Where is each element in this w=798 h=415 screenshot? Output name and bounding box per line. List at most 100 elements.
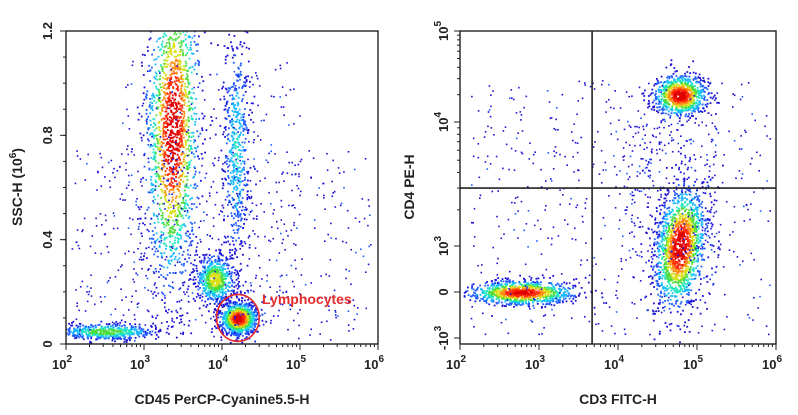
- event-dot: [291, 162, 293, 164]
- event-dot: [178, 67, 180, 69]
- event-dot: [181, 91, 183, 93]
- event-dot: [119, 166, 121, 168]
- event-dot: [221, 287, 223, 289]
- event-dot: [286, 274, 288, 276]
- event-dot: [225, 127, 227, 129]
- event-dot: [215, 134, 217, 136]
- event-dot: [229, 165, 231, 167]
- event-dot: [162, 135, 164, 137]
- event-dot: [148, 191, 150, 193]
- event-dot: [234, 205, 236, 207]
- event-dot: [317, 194, 319, 196]
- event-dot: [142, 54, 144, 56]
- event-dot: [97, 172, 99, 174]
- event-dot: [233, 310, 235, 312]
- event-dot: [208, 310, 210, 312]
- event-dot: [241, 156, 243, 158]
- event-dot: [167, 60, 169, 62]
- event-dot: [124, 199, 126, 201]
- event-dot: [175, 40, 177, 42]
- event-dot: [329, 275, 331, 277]
- event-dot: [184, 294, 186, 296]
- event-dot: [191, 230, 193, 232]
- event-dot: [227, 204, 229, 206]
- event-dot: [175, 197, 177, 199]
- event-dot: [141, 65, 143, 67]
- event-dot: [70, 325, 72, 327]
- event-dot: [236, 225, 238, 227]
- event-dot: [279, 96, 281, 98]
- event-dot: [252, 202, 254, 204]
- event-dot: [175, 213, 177, 215]
- event-dot: [247, 173, 249, 175]
- event-dot: [239, 44, 241, 46]
- event-dot: [261, 309, 263, 311]
- event-dot: [220, 324, 222, 326]
- event-dot: [143, 74, 145, 76]
- event-dot: [252, 230, 254, 232]
- event-dot: [213, 316, 215, 318]
- event-dot: [154, 222, 156, 224]
- event-dot: [177, 262, 179, 264]
- event-dot: [177, 19, 179, 21]
- event-dot: [115, 321, 117, 323]
- event-dot: [241, 7, 243, 9]
- event-dot: [195, 286, 197, 288]
- event-dot: [186, 47, 188, 49]
- event-dot: [224, 98, 226, 100]
- event-dot: [239, 244, 241, 246]
- event-dot: [234, 324, 236, 326]
- event-dot: [180, 215, 182, 217]
- event-dot: [71, 322, 73, 324]
- event-dot: [281, 275, 283, 277]
- event-dot: [198, 136, 200, 138]
- event-dot: [153, 100, 155, 102]
- event-dot: [247, 197, 249, 199]
- event-dot: [250, 180, 252, 182]
- event-dot: [190, 49, 192, 51]
- event-dot: [194, 183, 196, 185]
- event-dot: [161, 265, 163, 267]
- event-dot: [193, 92, 195, 94]
- event-dot: [175, 78, 177, 80]
- event-dot: [248, 333, 250, 335]
- event-dot: [202, 195, 204, 197]
- event-dot: [173, 142, 175, 144]
- event-dot: [188, 93, 190, 95]
- event-dot: [61, 334, 63, 336]
- event-dot: [169, 80, 171, 82]
- event-dot: [182, 78, 184, 80]
- event-dot: [320, 275, 322, 277]
- event-dot: [93, 333, 95, 335]
- event-dot: [118, 331, 120, 333]
- event-dot: [245, 124, 247, 126]
- event-dot: [155, 173, 157, 175]
- event-dot: [120, 288, 122, 290]
- event-dot: [199, 82, 201, 84]
- event-dot: [234, 28, 236, 30]
- event-dot: [188, 145, 190, 147]
- event-dot: [47, 331, 49, 333]
- event-dot: [250, 282, 252, 284]
- event-dot: [234, 332, 236, 334]
- event-dot: [161, 54, 163, 56]
- event-dot: [164, 295, 166, 297]
- event-dot: [224, 323, 226, 325]
- event-dot: [233, 82, 235, 84]
- event-dot: [77, 229, 79, 231]
- event-dot: [83, 338, 85, 340]
- event-dot: [126, 341, 128, 343]
- event-dot: [121, 320, 123, 322]
- event-dot: [169, 231, 171, 233]
- event-dot: [242, 29, 244, 31]
- event-dot: [85, 325, 87, 327]
- event-dot: [186, 124, 188, 126]
- event-dot: [240, 65, 242, 67]
- event-dot: [229, 258, 231, 260]
- event-dot: [171, 61, 173, 63]
- event-dot: [237, 146, 239, 148]
- event-dot: [159, 151, 161, 153]
- event-dot: [230, 290, 232, 292]
- event-dot: [184, 207, 186, 209]
- event-dot: [243, 149, 245, 151]
